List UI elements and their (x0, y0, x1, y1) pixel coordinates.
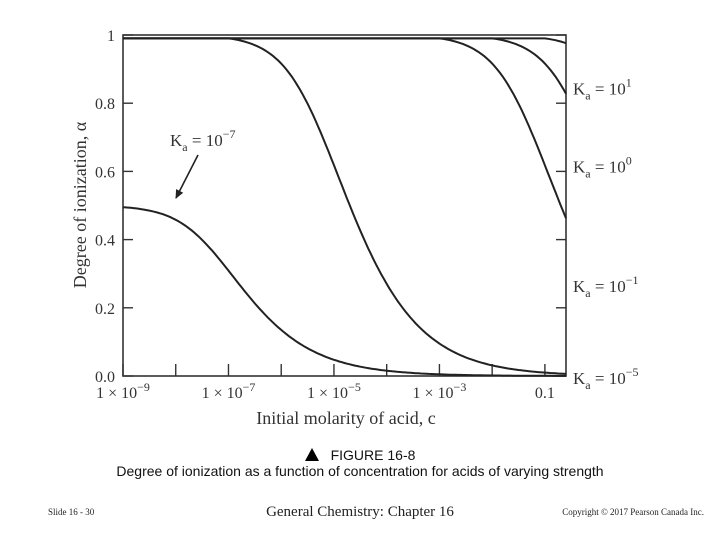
figure-number: FIGURE 16-8 (0, 447, 720, 463)
x-tick-label: 1 × 10−9 (96, 380, 150, 402)
annotation-arrow (175, 154, 199, 199)
curve-ka-1 (123, 37, 567, 95)
y-axis-title: Degree of ionization, α (70, 121, 90, 288)
y-tick-label: 0.2 (95, 301, 115, 318)
ka-label-right: Ka = 100 (573, 154, 632, 181)
x-tick-label: 1 × 10−5 (307, 380, 361, 402)
y-tick-label: 0.8 (95, 96, 115, 113)
slide-number: Slide 16 - 30 (48, 507, 95, 517)
ionization-chart: 0.0 0.2 0.4 0.6 0.8 1 1 × 10−9 1 × 10−7 1 × 10−5… (70, 28, 638, 428)
y-tick-label: 1 (107, 28, 115, 45)
triangle-icon (304, 448, 319, 461)
copyright-notice: Copyright © 2017 Pearson Canada Inc. (562, 507, 704, 517)
ka-label-annotation: Ka = 10−7 (170, 127, 235, 154)
x-tick-label: 0.1 (535, 385, 555, 402)
figure-caption: Degree of ionization as a function of co… (116, 463, 604, 479)
y-tick-label: 0.6 (95, 164, 115, 181)
chapter-title: General Chemistry: Chapter 16 (266, 504, 454, 520)
plot-frame (122, 34, 567, 377)
x-axis-title: Initial molarity of acid, c (256, 408, 435, 428)
y-tick-label: 0.4 (95, 233, 115, 250)
ka-label-right: Ka = 10−5 (573, 365, 638, 392)
ka-label-right: Ka = 101 (573, 75, 632, 102)
curve-ka-4 (122, 206, 566, 377)
x-tick-label: 1 × 10−3 (413, 380, 467, 402)
x-tick-label: 1 × 10−7 (202, 380, 256, 402)
y-tick-label: 0.0 (95, 369, 115, 386)
ka-label-right: Ka = 10−1 (573, 273, 638, 300)
curve-ka-3 (123, 37, 567, 375)
